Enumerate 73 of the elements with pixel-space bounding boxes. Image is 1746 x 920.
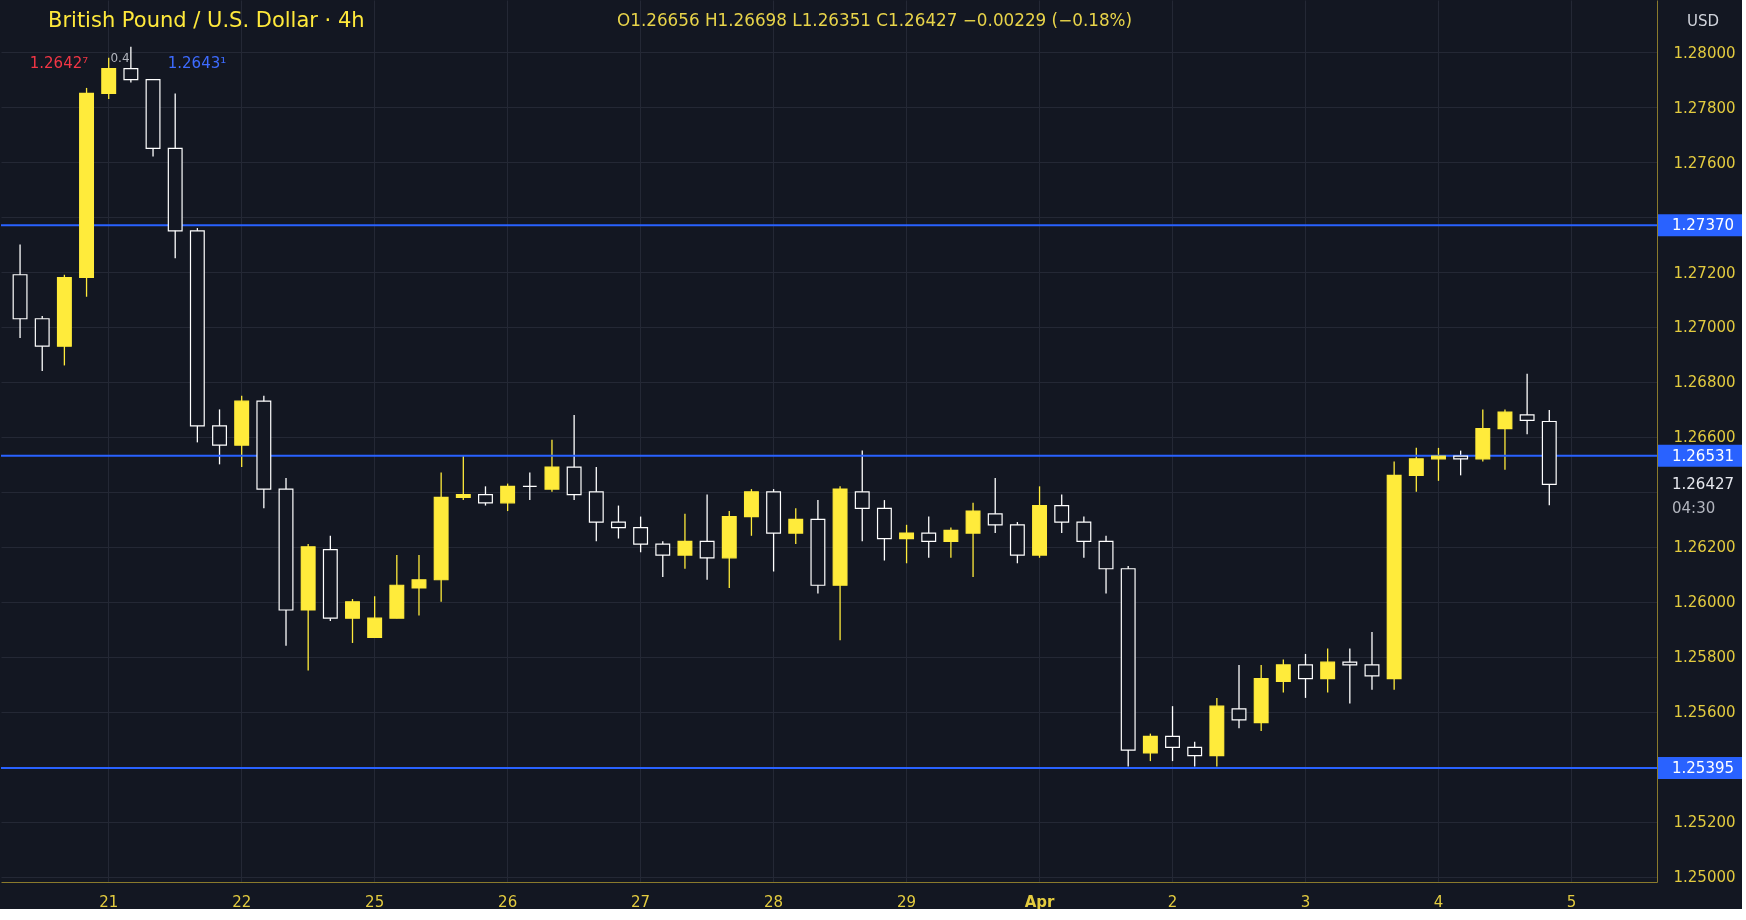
candlestick xyxy=(478,485,493,507)
y-tick-label: 1.26800 xyxy=(1673,373,1736,392)
y-tick-label: 1.28000 xyxy=(1673,43,1736,62)
ref-line-label: 1.26531 xyxy=(1672,446,1735,465)
text: O1.26656 H1.26698 L1.26351 C1.26427 −0.00229 (−0.18%) xyxy=(617,10,1133,30)
x-tick-label: 2 xyxy=(1167,892,1178,911)
candlestick xyxy=(1275,658,1291,694)
x-tick-label: 4 xyxy=(1433,892,1444,911)
candlestick xyxy=(522,471,538,501)
candlestick xyxy=(367,595,383,639)
candlestick xyxy=(1142,732,1158,762)
x-tick-label: Apr xyxy=(1024,892,1056,911)
x-tick-label: 27 xyxy=(631,892,651,911)
candlestick xyxy=(1408,447,1424,493)
candlestick xyxy=(1054,493,1070,534)
text: 1.26427 xyxy=(1672,475,1735,493)
y-tick-label: 1.25800 xyxy=(1673,648,1736,667)
candlestick xyxy=(345,598,360,644)
candlestick xyxy=(921,515,937,559)
y-tick-label: 1.27000 xyxy=(1673,318,1736,337)
x-tick-label: 22 xyxy=(232,892,252,911)
candlestick xyxy=(1231,664,1247,729)
candlestick xyxy=(500,482,516,512)
candlestick xyxy=(1431,447,1446,482)
candlestick xyxy=(987,477,1003,534)
y-tick-label: 1.26600 xyxy=(1673,428,1736,447)
candlestick xyxy=(411,554,427,617)
x-tick-label: 29 xyxy=(897,892,917,911)
candlestick xyxy=(965,502,981,578)
candlestick xyxy=(212,408,227,466)
x-tick-label: 5 xyxy=(1566,892,1577,911)
annotation: 1.2642⁷ xyxy=(29,54,89,72)
candlestick xyxy=(1165,705,1180,762)
annotation: 0.4 xyxy=(110,51,130,65)
text: 04:30 xyxy=(1672,499,1716,517)
candlestick xyxy=(1453,449,1469,476)
chart-title: British Pound / U.S. Dollar · 4h xyxy=(48,8,365,32)
x-tick-label: 21 xyxy=(99,892,119,911)
annotation: 1.2643¹ xyxy=(167,54,227,72)
candlestick xyxy=(655,540,671,578)
candlestick xyxy=(899,524,915,564)
candlestick xyxy=(1298,653,1313,699)
x-tick-label: 26 xyxy=(498,892,518,911)
candlestick xyxy=(633,515,649,553)
candlestick xyxy=(1187,741,1203,768)
y-tick-label: 1.26200 xyxy=(1673,538,1736,557)
y-tick-label: 1.25600 xyxy=(1673,703,1736,722)
candlestick xyxy=(1342,647,1358,705)
y-tick-label: 1.25000 xyxy=(1673,868,1736,886)
candlestick xyxy=(943,526,959,559)
y-tick-label: 1.27200 xyxy=(1673,263,1736,282)
candlestick xyxy=(1519,373,1535,435)
y-tick-label: 1.25200 xyxy=(1673,813,1736,832)
candlestick xyxy=(699,493,715,581)
candlestick xyxy=(1076,515,1092,559)
x-tick-label: 25 xyxy=(365,892,385,911)
ref-line-label: 1.25395 xyxy=(1672,758,1735,777)
candlestick xyxy=(455,455,471,501)
candlestick xyxy=(788,507,804,545)
candlestick xyxy=(544,438,560,493)
y-tick-label: 1.27600 xyxy=(1673,153,1736,172)
candlestick xyxy=(1320,647,1336,694)
candlestick xyxy=(610,504,626,540)
text: USD xyxy=(1686,12,1720,30)
candlestick xyxy=(1364,631,1380,691)
x-tick-label: 3 xyxy=(1300,892,1311,911)
candlestick xyxy=(1497,408,1513,471)
candlestick xyxy=(677,513,693,570)
y-tick-label: 1.26000 xyxy=(1673,593,1736,612)
ref-line-label: 1.27370 xyxy=(1672,216,1735,235)
x-tick-label: 28 xyxy=(764,892,784,911)
candlestick xyxy=(854,449,870,542)
y-tick-label: 1.27800 xyxy=(1673,98,1736,117)
